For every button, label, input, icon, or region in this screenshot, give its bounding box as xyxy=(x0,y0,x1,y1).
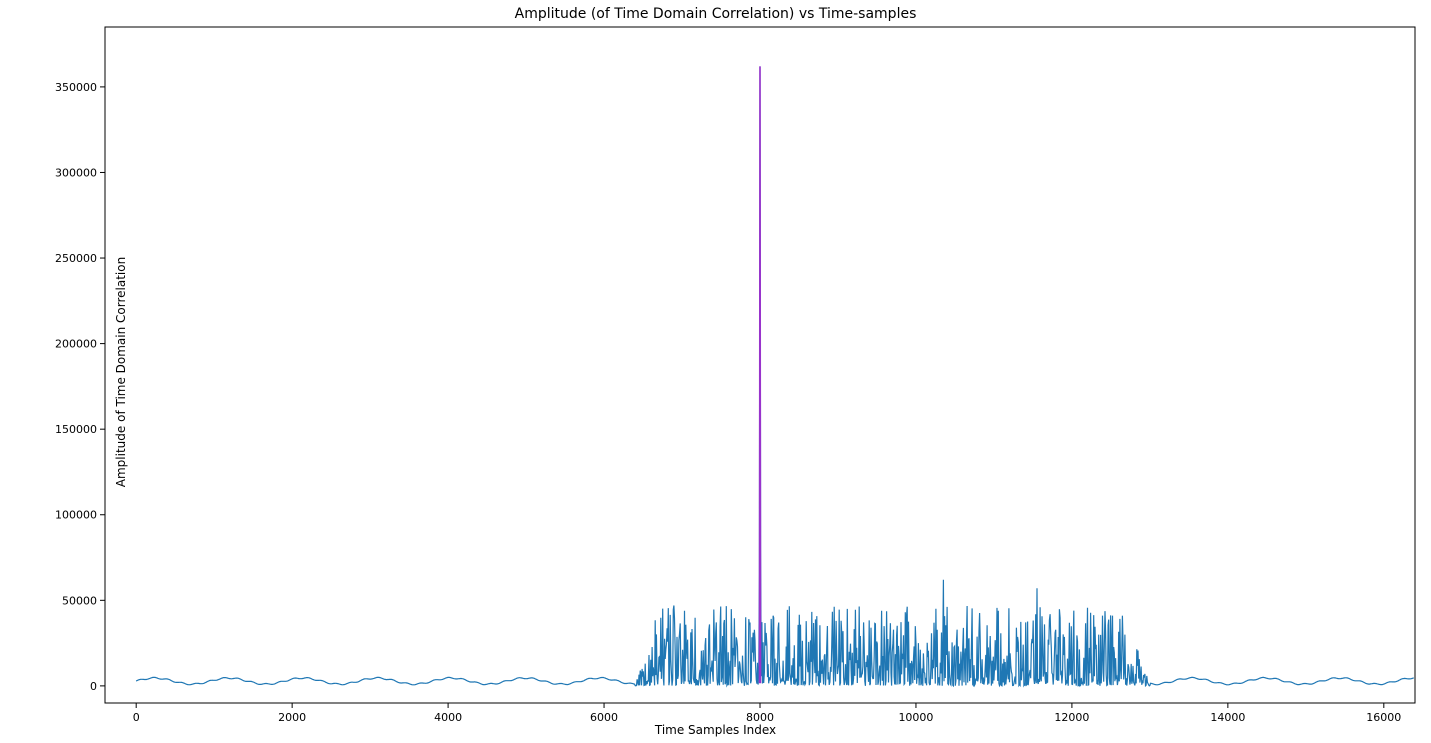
chart-container: Amplitude (of Time Domain Correlation) v… xyxy=(0,0,1431,743)
y-tick-label: 350000 xyxy=(55,81,97,94)
x-tick-label: 0 xyxy=(133,711,140,724)
correlation-line xyxy=(136,66,1414,685)
x-tick-label: 16000 xyxy=(1366,711,1401,724)
y-tick-label: 150000 xyxy=(55,423,97,436)
x-tick-label: 10000 xyxy=(898,711,933,724)
peak-marker-line xyxy=(760,66,761,683)
y-tick-label: 200000 xyxy=(55,338,97,351)
x-tick-label: 4000 xyxy=(434,711,462,724)
x-tick-label: 8000 xyxy=(746,711,774,724)
y-tick-label: 250000 xyxy=(55,252,97,265)
y-tick-label: 100000 xyxy=(55,509,97,522)
y-tick-label: 50000 xyxy=(62,594,97,607)
plot-svg: 0 2000 4000 6000 8000 10000 12000 14000 16000 0 50… xyxy=(0,0,1431,743)
x-tick-label: 12000 xyxy=(1054,711,1089,724)
y-tick-label: 300000 xyxy=(55,166,97,179)
y-tick-label: 0 xyxy=(90,680,97,693)
x-tick-label: 14000 xyxy=(1210,711,1245,724)
x-tick-label: 2000 xyxy=(278,711,306,724)
x-tick-label: 6000 xyxy=(590,711,618,724)
